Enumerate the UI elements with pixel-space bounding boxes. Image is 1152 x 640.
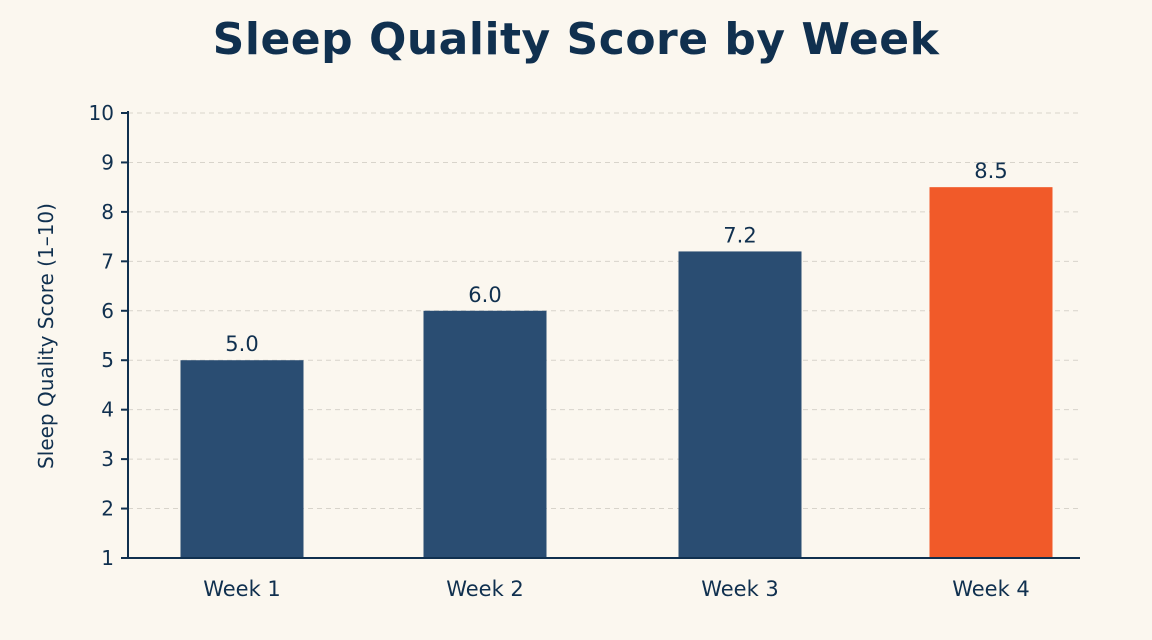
grid-lines bbox=[128, 112, 1080, 510]
bar-2 bbox=[423, 310, 547, 558]
chart-title: Sleep Quality Score by Week bbox=[212, 14, 940, 65]
data-label-3: 7.2 bbox=[723, 223, 756, 247]
y-tick-label: 5 bbox=[101, 348, 114, 372]
data-label-4: 8.5 bbox=[974, 159, 1007, 183]
y-tick-label: 4 bbox=[101, 398, 114, 422]
y-tick-label: 10 bbox=[89, 101, 114, 125]
x-tick-label-4: Week 4 bbox=[952, 577, 1030, 601]
bar-3 bbox=[678, 251, 802, 558]
axes bbox=[121, 111, 1080, 559]
y-tick-label: 9 bbox=[101, 150, 114, 174]
bar-1 bbox=[180, 360, 304, 558]
y-tick-label: 2 bbox=[101, 497, 114, 521]
data-label-1: 5.0 bbox=[225, 332, 258, 356]
y-axis-title: Sleep Quality Score (1–10) bbox=[34, 203, 58, 469]
bar-4 bbox=[929, 187, 1053, 558]
y-tick-label: 7 bbox=[101, 249, 114, 273]
y-tick-label: 1 bbox=[101, 546, 114, 570]
labels: 1 2 3 4 5 6 7 8 9 10 5.0 Week 1 6.0 Week 2 7.2 Week 3 8.… bbox=[89, 101, 1030, 601]
x-tick-label-1: Week 1 bbox=[203, 577, 281, 601]
x-tick-label-2: Week 2 bbox=[446, 577, 524, 601]
y-tick-label: 6 bbox=[101, 299, 114, 323]
x-tick-label-3: Week 3 bbox=[701, 577, 779, 601]
bars bbox=[180, 187, 1053, 558]
data-label-2: 6.0 bbox=[468, 283, 501, 307]
y-tick-label: 3 bbox=[101, 447, 114, 471]
y-tick-label: 8 bbox=[101, 200, 114, 224]
